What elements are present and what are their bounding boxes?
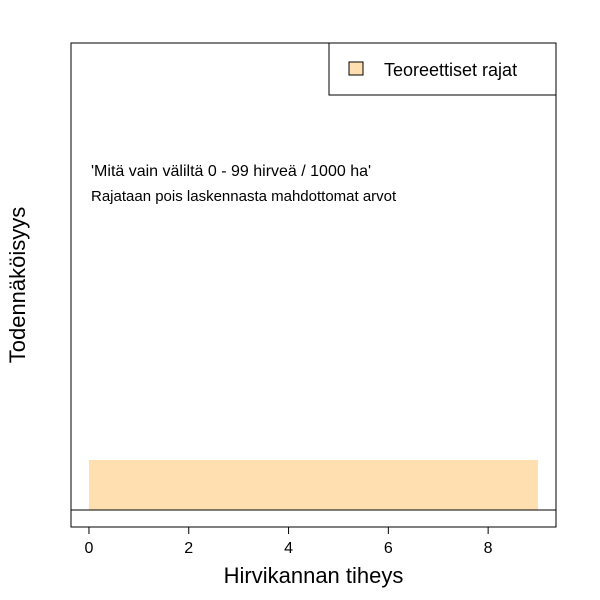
y-axis-title: Todennäköisyys [5,207,30,364]
legend-box [328,42,557,96]
legend-label: Teoreettiset rajat [384,60,517,80]
x-axis: 0 2 4 6 8 [85,527,493,557]
annotation-secondary: Rajataan pois laskennasta mahdottomat ar… [91,188,397,205]
plot-frame [70,42,557,528]
x-axis-title: Hirvikannan tiheys [224,563,404,588]
x-tick-label: 0 [85,540,94,557]
annotation-primary: 'Mitä vain väliltä 0 - 99 hirveä / 1000 … [91,163,371,180]
data-layer [88,460,539,510]
legend-swatch [348,61,364,76]
x-tick-label: 6 [384,540,393,557]
legend: Teoreettiset rajat [328,42,557,96]
x-tick-label: 2 [184,540,193,557]
x-tick-label: 4 [284,540,293,557]
x-tick-label: 8 [484,540,493,557]
series-rect-0 [88,460,539,510]
